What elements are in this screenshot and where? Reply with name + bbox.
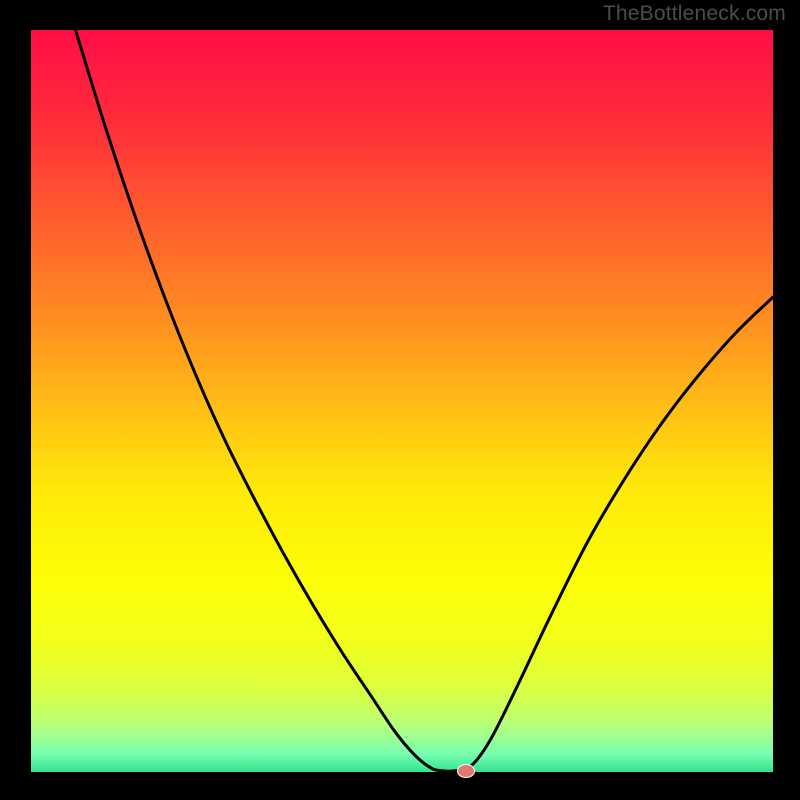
optimum-marker [457,764,475,778]
watermark-text: TheBottleneck.com [603,2,786,26]
bottleneck-curve [31,30,773,772]
chart-container: TheBottleneck.com [0,0,800,800]
plot-area [31,30,773,772]
